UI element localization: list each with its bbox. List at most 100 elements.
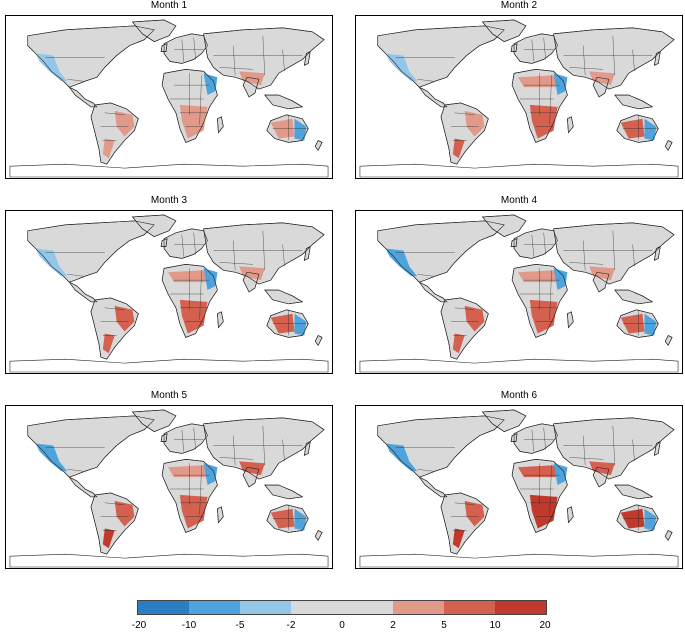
asia-coastline — [553, 417, 675, 480]
country-border — [632, 244, 635, 267]
colorbar-tick-label: -10 — [181, 620, 197, 631]
country-border — [612, 35, 615, 76]
antarctica-landmass — [9, 358, 329, 373]
country-border — [543, 427, 546, 450]
colorbar-segment — [444, 601, 495, 614]
country-border — [569, 457, 603, 460]
panel-title: Month 1 — [150, 0, 188, 11]
anomaly-region-east-australia — [644, 508, 657, 531]
country-border — [454, 502, 475, 505]
asia-coastline — [553, 222, 675, 285]
country-border — [569, 262, 603, 265]
europe-landmass — [513, 228, 558, 259]
anomaly-region-2 — [102, 333, 115, 354]
country-border — [193, 232, 196, 255]
colorbar — [137, 600, 547, 615]
colorbar-tick-label: -20 — [131, 620, 147, 631]
se-asia-islands-coastline — [264, 484, 304, 500]
country-border — [549, 75, 552, 125]
colorbar-tick-label: 2 — [390, 620, 396, 631]
japan-coastline — [653, 246, 661, 261]
country-border — [282, 244, 285, 267]
se-asia-islands-coastline — [614, 484, 654, 500]
madagascar-coastline — [217, 116, 224, 134]
world-map — [5, 405, 333, 569]
north-america-coastline — [377, 415, 505, 478]
japan-coastline — [303, 441, 311, 456]
anomaly-region-2 — [452, 333, 465, 354]
europe-coastline — [513, 33, 558, 64]
asia-coastline — [203, 417, 325, 480]
south-america-coastline — [440, 297, 489, 360]
anomaly-region-0 — [385, 248, 418, 277]
anomaly-region-5 — [553, 463, 568, 486]
greenland-coastline — [481, 409, 527, 433]
colorbar-tick-label: 20 — [539, 620, 551, 631]
europe-coastline — [513, 228, 558, 259]
europe-landmass — [163, 423, 208, 454]
new-zealand-coastline — [314, 530, 323, 541]
country-border — [583, 240, 586, 271]
uk-coastline — [510, 433, 518, 442]
panel-title: Month 2 — [500, 0, 538, 11]
anomaly-region-0 — [35, 443, 68, 472]
north-america-coastline — [377, 25, 505, 88]
country-border — [219, 457, 253, 460]
japan-coastline — [303, 246, 311, 261]
anomaly-region-5 — [553, 268, 568, 291]
country-border — [417, 469, 434, 472]
world-map — [5, 210, 333, 374]
uk-coastline — [160, 43, 168, 52]
india-coastline — [592, 76, 610, 98]
country-border — [233, 435, 236, 466]
anomaly-region-1 — [464, 500, 485, 527]
anomaly-region-east-australia — [644, 313, 657, 336]
country-border — [531, 234, 534, 257]
india-coastline — [242, 76, 260, 98]
anomaly-region-1 — [464, 305, 485, 332]
country-border — [199, 465, 202, 515]
north-america-coastline — [27, 220, 155, 283]
north-america-coastline — [27, 25, 155, 88]
colorbar-segment — [189, 601, 240, 614]
country-border — [417, 274, 434, 277]
country-border — [417, 79, 434, 82]
country-border — [233, 240, 236, 271]
country-border — [454, 307, 475, 310]
colorbar-tick-label: 0 — [339, 620, 345, 631]
colorbar-segment — [342, 601, 393, 614]
central-america-coastline — [68, 476, 98, 498]
panel-title: Month 6 — [500, 390, 538, 401]
europe-landmass — [513, 33, 558, 64]
australia-coastline — [266, 309, 309, 338]
new-zealand-coastline — [314, 335, 323, 346]
central-america-coastline — [418, 476, 448, 498]
antarctica-landmass — [359, 358, 679, 373]
country-border — [262, 35, 265, 76]
japan-coastline — [303, 51, 311, 66]
south-america-coastline — [90, 492, 139, 555]
central-america-coastline — [68, 281, 98, 303]
country-border — [632, 49, 635, 72]
anomaly-region-4 — [529, 494, 558, 529]
se-asia-islands-coastline — [264, 94, 304, 110]
country-border — [67, 469, 84, 472]
anomaly-region-east-australia — [294, 508, 307, 531]
madagascar-coastline — [217, 311, 224, 329]
country-border — [219, 67, 253, 70]
anomaly-region-1 — [114, 110, 135, 137]
country-border — [233, 45, 236, 76]
anomaly-region-3 — [518, 270, 560, 283]
anomaly-region-0 — [385, 53, 418, 82]
country-border — [583, 45, 586, 76]
madagascar-coastline — [567, 116, 574, 134]
anomaly-region-1 — [464, 110, 485, 137]
anomaly-region-0 — [385, 443, 418, 472]
country-border — [193, 37, 196, 60]
new-zealand-coastline — [314, 140, 323, 151]
country-border — [282, 439, 285, 462]
anomaly-region-4 — [179, 104, 208, 139]
country-border — [199, 270, 202, 320]
australia-coastline — [266, 504, 309, 533]
anomaly-region-0 — [35, 53, 68, 82]
